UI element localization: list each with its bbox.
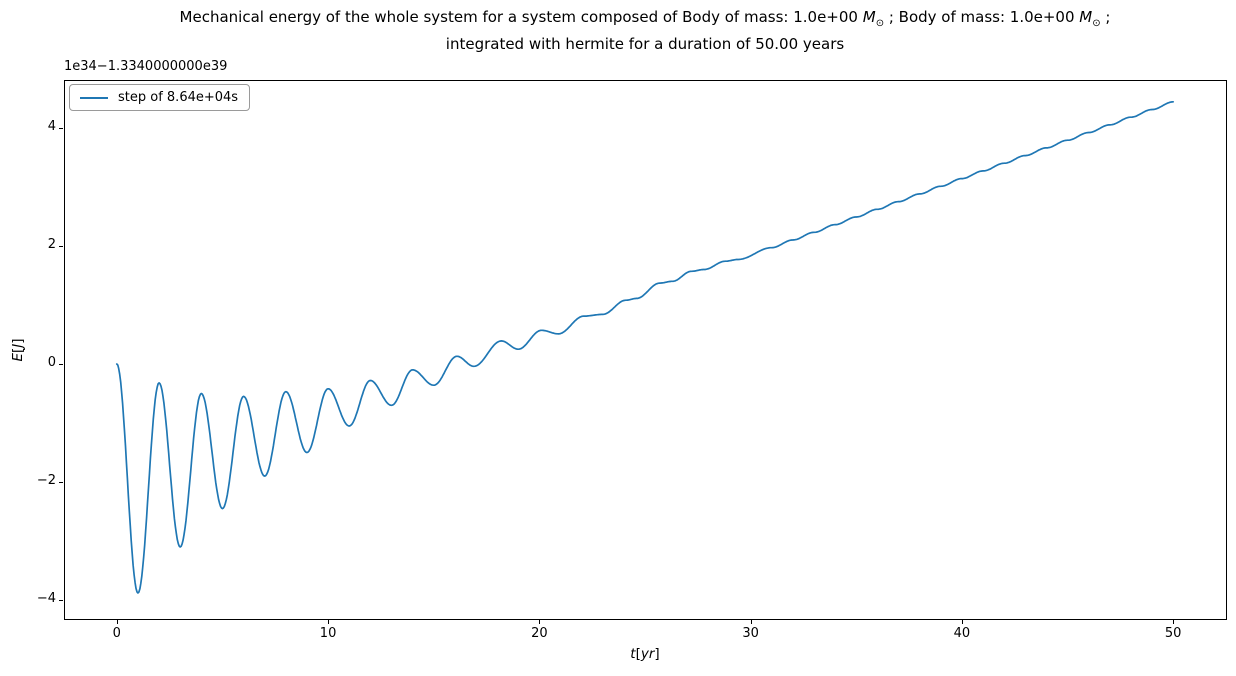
- y-tick-label: 0: [47, 354, 56, 370]
- legend-line-sample-icon: [80, 96, 108, 99]
- x-tick-label: 30: [742, 626, 759, 641]
- title-text-segment: Mechanical energy of the whole system fo…: [179, 8, 863, 26]
- chart-title-line1: Mechanical energy of the whole system fo…: [64, 7, 1226, 34]
- x-tick-label: 20: [531, 626, 548, 641]
- solar-mass-symbol: M: [1079, 8, 1093, 26]
- x-tick-label: 50: [1164, 626, 1182, 641]
- y-tick-label: −2: [36, 473, 56, 489]
- sun-subscript-icon: ⊙: [1092, 18, 1101, 29]
- axes-spines: [64, 80, 1227, 620]
- title-text-segment: ; Body of mass: 1.0e+00: [884, 8, 1080, 26]
- y-tick-label: 2: [47, 236, 56, 252]
- x-tick-label: 10: [319, 626, 337, 641]
- y-axis-offset-text: 1e34−1.3340000000e39: [64, 59, 228, 74]
- energy-curve: [115, 100, 1175, 594]
- y-tick-label: 4: [47, 118, 56, 134]
- y-tick-label: −4: [36, 591, 56, 607]
- chart-title-line2: integrated with hermite for a duration o…: [445, 35, 845, 53]
- sun-subscript-icon: ⊙: [875, 18, 885, 29]
- solar-mass-symbol: M: [862, 8, 876, 26]
- title-text-segment: ;: [1100, 8, 1111, 26]
- y-axis-label: E[J]: [10, 338, 26, 362]
- x-tick-label: 0: [112, 626, 121, 641]
- legend-label: step of 8.64e+04s: [118, 90, 239, 105]
- legend: step of 8.64e+04s: [69, 84, 251, 111]
- chart-title: Mechanical energy of the whole system fo…: [64, 7, 1226, 55]
- x-tick-label: 40: [953, 626, 971, 641]
- x-axis-label: t[yr]: [630, 646, 660, 662]
